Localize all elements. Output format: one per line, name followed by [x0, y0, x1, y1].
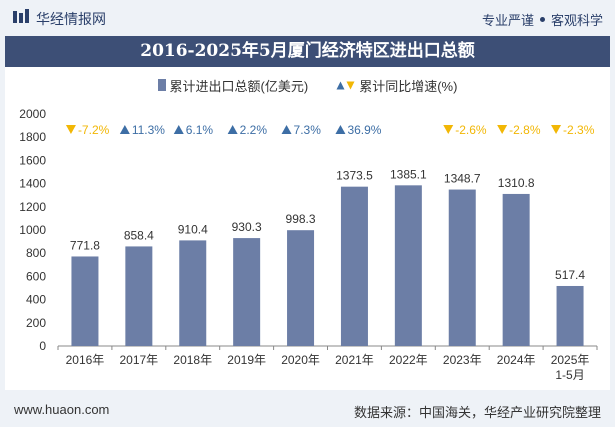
title-bar: 2016-2025年5月厦门经济特区进出口总额 — [5, 36, 610, 67]
y-tick-label: 1000 — [19, 223, 46, 237]
legend-down-triangle-icon — [346, 81, 355, 89]
growth-up-triangle — [227, 125, 238, 134]
legend-item-total: 累计进出口总额(亿美元) — [157, 76, 309, 95]
growth-down-triangle — [65, 125, 76, 134]
bar — [233, 238, 261, 346]
legend-label-total: 累计进出口总额(亿美元) — [169, 78, 309, 94]
y-tick-label: 200 — [26, 316, 46, 330]
slogan-dot-icon — [539, 17, 545, 22]
legend-item-growth: 累计同比增速(%) — [336, 76, 457, 95]
bar-value-label: 771.8 — [70, 238, 100, 252]
bar-value-label: 998.3 — [286, 212, 316, 226]
bar — [340, 186, 368, 346]
bar-value-label: 517.4 — [555, 268, 585, 282]
bar-value-label: 858.4 — [124, 228, 154, 242]
x-tick-label: 2019年 — [227, 353, 266, 367]
growth-value-label: 6.1% — [186, 123, 214, 137]
bar-value-label: 1385.1 — [390, 167, 427, 181]
growth-value-label: -2.3% — [563, 123, 595, 137]
x-tick-label: 2018年 — [173, 353, 212, 367]
x-tick-label: 2020年 — [281, 353, 320, 367]
brand-name: 华经情报网 — [36, 11, 106, 27]
growth-value-label: 11.3% — [132, 123, 165, 137]
growth-value-label: 7.3% — [294, 123, 322, 137]
growth-down-triangle — [551, 125, 562, 134]
x-tick-label: 1-5月 — [555, 368, 584, 382]
y-tick-label: 400 — [26, 293, 46, 307]
bar — [287, 230, 315, 346]
growth-up-triangle — [173, 125, 184, 134]
bar — [556, 285, 584, 346]
bar — [502, 193, 530, 346]
top-bar: 华经情报网 专业严谨 客观科学 — [0, 0, 615, 36]
x-tick-label: 2025年 — [551, 353, 590, 367]
growth-value-label: 2.2% — [240, 123, 268, 137]
x-tick-label: 2024年 — [497, 353, 536, 367]
x-tick-label: 2022年 — [389, 353, 428, 367]
x-tick-label: 2017年 — [119, 353, 158, 367]
y-tick-label: 2000 — [19, 107, 46, 121]
x-tick-label: 2021年 — [335, 353, 374, 367]
y-tick-label: 1200 — [19, 200, 46, 214]
bar — [179, 240, 207, 346]
bar — [125, 246, 153, 346]
legend-up-triangle-icon — [336, 81, 345, 89]
growth-up-triangle — [281, 125, 292, 134]
y-tick-label: 1600 — [19, 153, 46, 167]
growth-value-label: -2.6% — [455, 123, 487, 137]
legend-label-growth: 累计同比增速(%) — [359, 78, 458, 94]
slogan-right: 客观科学 — [550, 13, 603, 28]
bar-value-label: 1348.7 — [444, 172, 481, 186]
slogan: 专业严谨 客观科学 — [482, 10, 603, 29]
bar — [448, 189, 476, 346]
growth-down-triangle — [497, 125, 508, 134]
bar-chart: 0 200 400 600 800 1000 1200 1400 1600 1800 2000 771… — [19, 107, 598, 382]
footer-website: www.huaon.com — [14, 402, 110, 417]
growth-value-label: -7.2% — [78, 123, 110, 137]
growth-up-triangle — [119, 125, 130, 134]
logo-icon — [13, 9, 29, 23]
y-tick-label: 1400 — [19, 177, 46, 191]
y-tick-label: 0 — [39, 339, 46, 353]
footer: www.huaon.com 数据来源：中国海关，华经产业研究院整理 — [0, 390, 615, 427]
growth-value-label: -2.8% — [509, 123, 541, 137]
plot-area: 累计进出口总额(亿美元) 累计同比增速(%) 0 200 400 600 800 1000… — [5, 67, 610, 390]
bar-value-label: 1373.5 — [336, 169, 373, 183]
y-tick-label: 1800 — [19, 130, 46, 144]
bar — [394, 185, 422, 346]
growth-down-triangle — [443, 125, 454, 134]
slogan-left: 专业严谨 — [481, 13, 534, 28]
bar-value-label: 910.4 — [178, 222, 208, 236]
x-tick-label: 2023年 — [443, 353, 482, 367]
footer-source: 数据来源：中国海关，华经产业研究院整理 — [353, 405, 601, 420]
legend: 累计进出口总额(亿美元) 累计同比增速(%) — [5, 75, 610, 95]
bar-value-label: 930.3 — [232, 220, 262, 234]
legend-triangle-icons — [336, 81, 355, 90]
bar-value-label: 1310.8 — [498, 176, 535, 190]
y-tick-label: 800 — [26, 246, 46, 260]
bar — [71, 256, 99, 346]
growth-up-triangle — [335, 125, 346, 134]
legend-bar-swatch — [157, 79, 166, 91]
chart-title: 2016-2025年5月厦门经济特区进出口总额 — [140, 41, 475, 61]
x-tick-label: 2016年 — [66, 353, 105, 367]
y-tick-label: 600 — [26, 269, 46, 283]
growth-value-label: 36.9% — [347, 123, 381, 137]
